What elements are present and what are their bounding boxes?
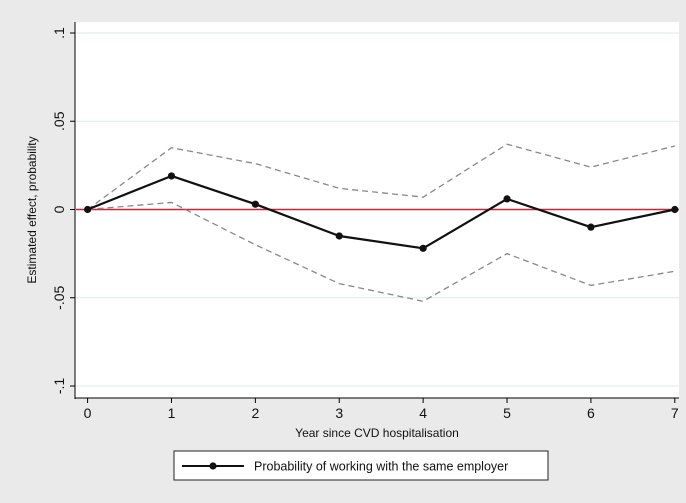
legend: Probability of working with the same emp…: [173, 450, 549, 481]
x-tick-label: 0: [84, 405, 92, 421]
y-axis-title: Estimated effect, probability: [25, 136, 39, 283]
x-tick-label: 7: [671, 405, 679, 421]
estimate-point: [335, 232, 343, 240]
x-tick-label: 5: [503, 405, 511, 421]
estimate-point: [251, 200, 259, 208]
estimate-line: [87, 174, 676, 250]
gridlines: [76, 32, 679, 387]
x-tick-label: 4: [419, 405, 427, 421]
y-tick-label: .05: [51, 111, 67, 131]
y-tick-label: -.1: [51, 378, 67, 395]
x-tick-label: 2: [251, 405, 259, 421]
estimate-point: [419, 244, 427, 252]
legend-label: Probability of working with the same emp…: [254, 460, 508, 474]
estimate-point: [83, 205, 92, 214]
y-tick-label: 0: [51, 205, 67, 213]
y-tick-label: .1: [51, 27, 67, 39]
x-tick-label: 1: [168, 405, 176, 421]
upper-ci-line: [87, 143, 675, 211]
y-tick-label: -.05: [51, 285, 67, 309]
lower-ci-line: [87, 201, 675, 302]
estimate-point: [503, 195, 511, 203]
legend-marker-swatch: [209, 462, 217, 470]
estimate-point: [167, 172, 176, 180]
x-axis-title: Year since CVD hospitalisation: [295, 426, 459, 440]
confidence-interval-layer: [87, 143, 675, 302]
estimate-point: [671, 205, 679, 214]
estimate-point: [587, 223, 595, 231]
x-tick-label: 6: [587, 405, 595, 421]
axes: .1 .05 0 -.05 -.1 0 1 2 3 4 5 6 7: [51, 22, 679, 421]
x-tick-label: 3: [335, 405, 343, 421]
estimate-series-layer: [83, 172, 679, 252]
